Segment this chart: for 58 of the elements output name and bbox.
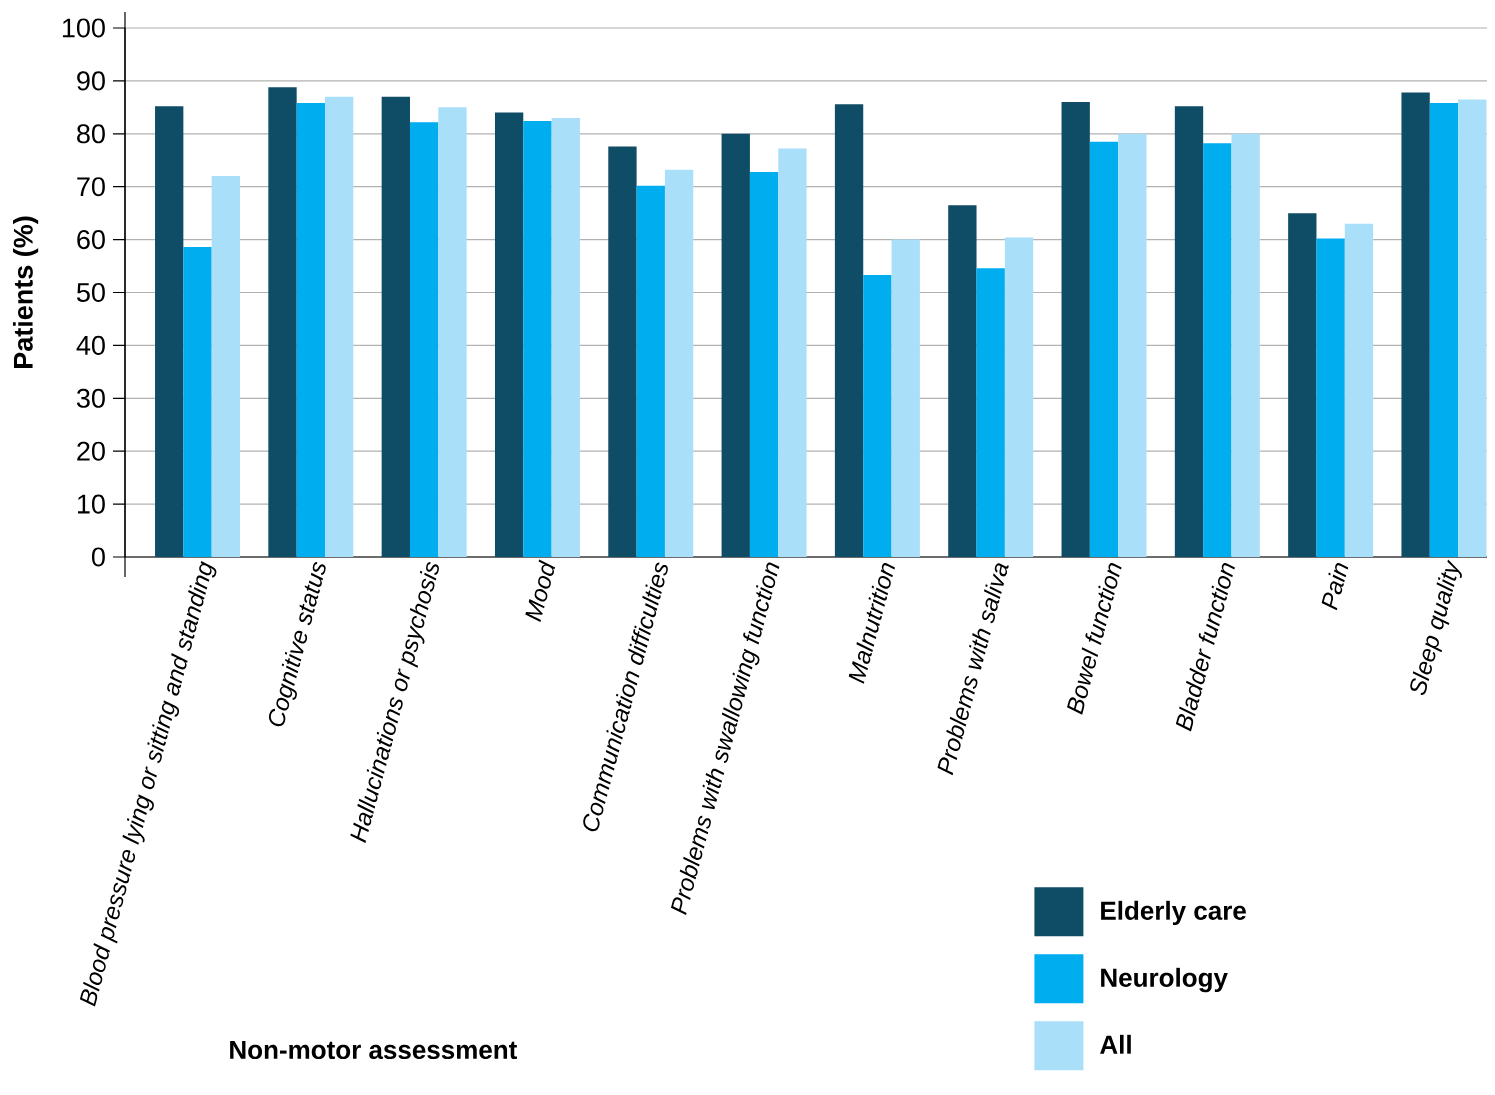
bar <box>976 268 1005 557</box>
y-tick-label: 20 <box>77 441 105 461</box>
x-tick-label: Sleep quality <box>1410 559 1462 696</box>
y-tick-label: 90 <box>77 71 105 91</box>
bar <box>438 107 467 557</box>
bar <box>409 122 439 557</box>
bar <box>381 96 410 557</box>
bar <box>183 246 212 557</box>
bar <box>211 176 241 557</box>
bar <box>1458 99 1487 557</box>
bar <box>1429 103 1459 557</box>
bar <box>834 104 864 557</box>
legend-label: Elderly care <box>1101 900 1246 926</box>
bar <box>1203 143 1232 557</box>
bar <box>1004 237 1034 557</box>
bar <box>863 275 892 557</box>
bar <box>325 96 354 557</box>
y-tick-label: 70 <box>77 177 105 197</box>
bar <box>1089 141 1119 557</box>
y-tick-label: 40 <box>76 335 105 355</box>
bar <box>1344 223 1374 557</box>
x-tick-label: Cognitive status <box>268 561 326 727</box>
bar <box>1231 133 1260 557</box>
bar <box>268 87 297 557</box>
bar <box>608 146 637 557</box>
x-tick-label: Bowel function <box>1067 563 1122 715</box>
x-tick-label: Mood <box>525 559 556 622</box>
y-tick-label: 60 <box>77 230 105 250</box>
bar <box>1174 106 1204 557</box>
bar <box>494 112 524 557</box>
bar <box>749 171 779 557</box>
y-tick-label: 10 <box>77 494 105 514</box>
bar <box>1118 133 1147 557</box>
bar <box>891 239 920 557</box>
bar <box>778 148 807 557</box>
x-axis-title: Non-motor assessment <box>230 1040 518 1060</box>
y-tick-label: 80 <box>77 124 105 144</box>
x-tick-label: Bladder function <box>1175 563 1235 732</box>
bar <box>636 185 665 557</box>
y-tick-label: 0 <box>91 547 105 567</box>
x-tick-label: Pain <box>1321 563 1349 611</box>
bar <box>664 169 694 557</box>
y-tick-label: 30 <box>76 388 105 408</box>
bar <box>296 103 325 557</box>
legend-label: Neurology <box>1101 967 1228 993</box>
bar <box>948 205 977 557</box>
legend-label: All <box>1100 1034 1131 1054</box>
bar <box>155 106 184 557</box>
bar <box>523 121 552 557</box>
bar <box>1401 92 1430 557</box>
y-tick-label: 50 <box>76 282 105 303</box>
bar <box>1061 102 1090 557</box>
bar <box>721 133 750 557</box>
y-axis-title: Patients (%) <box>12 216 39 368</box>
bar <box>1316 238 1345 557</box>
bar <box>551 117 580 557</box>
bar <box>1288 213 1317 557</box>
y-tick-label: 100 <box>62 18 105 38</box>
